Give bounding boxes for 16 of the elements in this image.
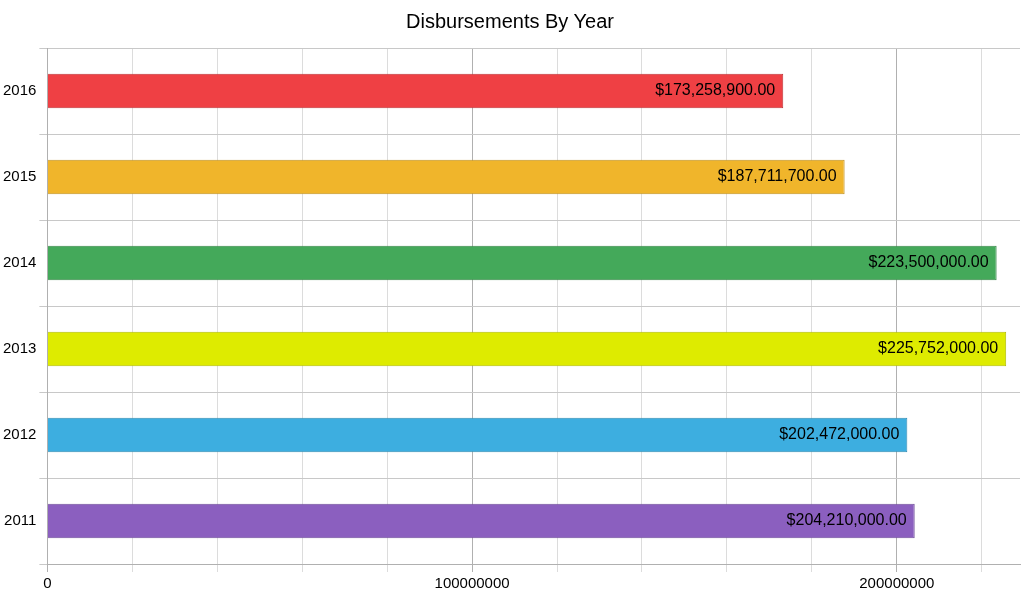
y-tick-label: 2014 (2, 253, 37, 271)
x-tick-label: 0 (43, 574, 52, 592)
chart-title: Disbursements By Year (406, 9, 615, 32)
data-label: $187,711,700.00 (717, 167, 837, 185)
y-tick-label: 2013 (2, 339, 37, 357)
y-tick-label: 2011 (4, 511, 37, 529)
x-tick-label: 200000000 (859, 574, 935, 592)
y-tick-label: 2012 (2, 425, 37, 443)
data-label: $225,752,000.00 (878, 339, 999, 357)
data-label: $204,210,000.00 (786, 511, 907, 529)
x-tick-label: 100000000 (434, 574, 510, 592)
data-label: $202,472,000.00 (779, 425, 900, 443)
data-label: $223,500,000.00 (868, 253, 989, 271)
data-label: $173,258,900.00 (655, 81, 776, 99)
y-tick-label: 2016 (2, 81, 37, 99)
y-tick-label: 2015 (2, 167, 37, 185)
